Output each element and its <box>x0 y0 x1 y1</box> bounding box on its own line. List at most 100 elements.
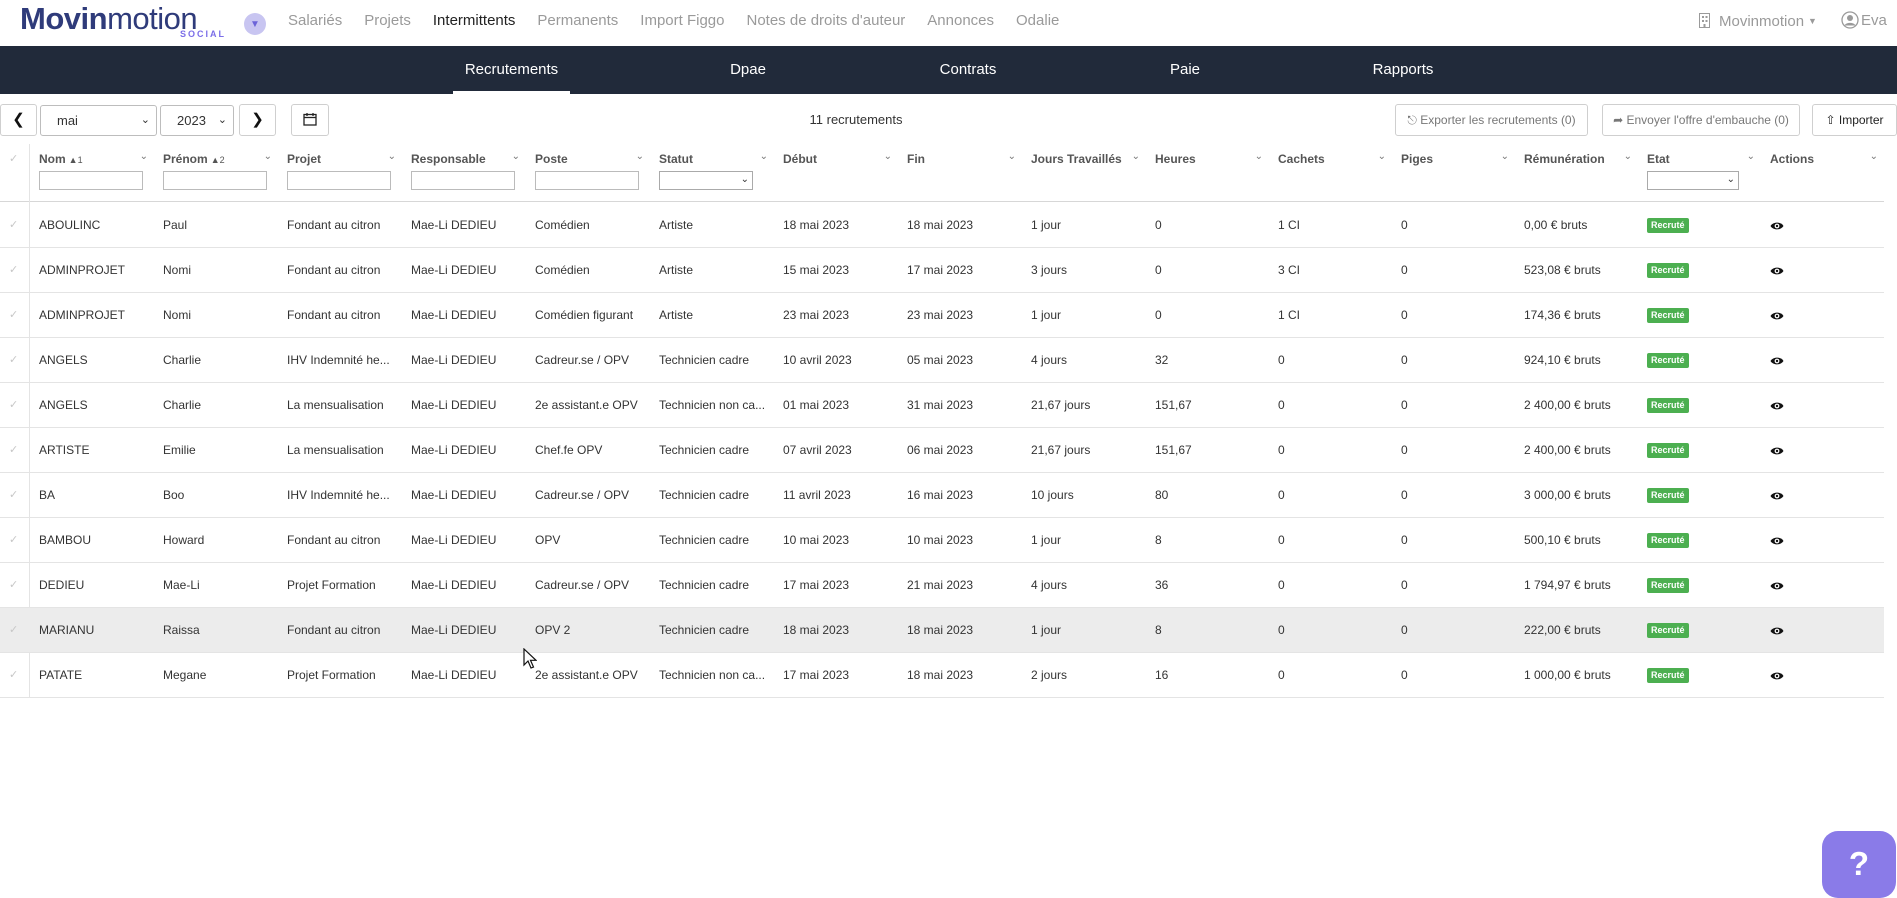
column-etat[interactable]: Etat ⌄ ⌄ <box>1638 150 1761 200</box>
eye-icon[interactable] <box>1770 383 1784 427</box>
year-select[interactable]: 2023 ⌄ <box>160 105 234 136</box>
column-fin[interactable]: Fin ⌄ <box>907 151 1016 166</box>
column-piges[interactable]: Piges ⌄ <box>1401 151 1509 166</box>
column-projet[interactable]: Projet ⌄ <box>278 150 402 200</box>
column-menu-icon[interactable]: ⌄ <box>759 151 768 162</box>
filter-projet-input[interactable] <box>287 171 391 190</box>
column-menu-icon[interactable]: ⌄ <box>1623 151 1632 162</box>
menu-item-projets[interactable]: Projets <box>364 12 411 29</box>
send-offer-button[interactable]: ➦ Envoyer l'offre d'embauche (0) <box>1602 104 1800 136</box>
column-heures[interactable]: Heures ⌄ <box>1155 151 1263 166</box>
column-jours-travailles[interactable]: Jours Travaillés ⌄ <box>1031 151 1140 166</box>
row-select-check-icon[interactable]: ✓ <box>9 264 19 276</box>
eye-icon[interactable] <box>1770 428 1784 472</box>
column-menu-icon[interactable]: ⌄ <box>1869 151 1878 162</box>
row-select-check-icon[interactable]: ✓ <box>9 534 19 546</box>
row-select-check-icon[interactable]: ✓ <box>9 444 19 456</box>
movinmotion-logo[interactable]: Movinmotion SOCIAL <box>20 1 226 40</box>
menu-item-salaries[interactable]: Salariés <box>288 12 343 29</box>
row-select-check-icon[interactable]: ✓ <box>9 669 19 681</box>
table-row[interactable]: ✓ ANGELS Charlie IHV Indemnité he... Mae-Li … <box>0 338 1884 383</box>
eye-icon[interactable] <box>1770 473 1784 517</box>
cell-jours: 1 jour <box>1031 308 1062 322</box>
eye-icon[interactable] <box>1770 518 1784 562</box>
eye-icon[interactable] <box>1770 563 1784 607</box>
eye-icon[interactable] <box>1770 203 1784 247</box>
tab-contrats[interactable]: Contrats <box>939 61 997 78</box>
column-menu-icon[interactable]: ⌄ <box>1254 151 1263 162</box>
table-row[interactable]: ✓ BAMBOU Howard Fondant au citron Mae-Li DED… <box>0 518 1884 563</box>
column-debut[interactable]: Début ⌄ <box>783 151 892 166</box>
column-cachets[interactable]: Cachets ⌄ <box>1278 151 1386 166</box>
column-menu-icon[interactable]: ⌄ <box>1746 151 1755 162</box>
menu-item-intermittents[interactable]: Intermittents <box>432 12 516 29</box>
column-menu-icon[interactable]: ⌄ <box>1377 151 1386 162</box>
table-row[interactable]: ✓ ADMINPROJET Nomi Fondant au citron Mae-Li … <box>0 248 1884 293</box>
column-menu-icon[interactable]: ⌄ <box>139 151 148 162</box>
row-select-check-icon[interactable]: ✓ <box>9 354 19 366</box>
calendar-button[interactable] <box>291 104 329 136</box>
column-statut[interactable]: Statut ⌄ ⌄ <box>650 150 774 200</box>
tab-rapports[interactable]: Rapports <box>1372 61 1434 78</box>
filter-poste-input[interactable] <box>535 171 639 190</box>
table-row[interactable]: ✓ ARTISTE Emilie La mensualisation Mae-Li DE… <box>0 428 1884 473</box>
next-month-button[interactable]: ❯ <box>239 104 276 136</box>
column-menu-icon[interactable]: ⌄ <box>1131 151 1140 162</box>
table-row[interactable]: ✓ PATATE Megane Projet Formation Mae-Li DEDI… <box>0 653 1884 698</box>
row-select-check-icon[interactable]: ✓ <box>9 579 19 591</box>
row-select-check-icon[interactable]: ✓ <box>9 489 19 501</box>
row-select-check-icon[interactable]: ✓ <box>9 309 19 321</box>
cell-jours: 21,67 jours <box>1031 443 1091 457</box>
eye-icon[interactable] <box>1770 653 1784 697</box>
menu-item-odalie[interactable]: Odalie <box>1016 12 1060 29</box>
import-button[interactable]: ⇧ Importer <box>1812 104 1897 136</box>
filter-etat-select[interactable]: ⌄ <box>1647 171 1739 190</box>
table-row[interactable]: ✓ DEDIEU Mae-Li Projet Formation Mae-Li DEDI… <box>0 563 1884 608</box>
filter-nom-input[interactable] <box>39 171 143 190</box>
filter-prenom-input[interactable] <box>163 171 267 190</box>
tab-dpae[interactable]: Dpae <box>730 61 766 78</box>
column-menu-icon[interactable]: ⌄ <box>1500 151 1509 162</box>
filter-responsable-input[interactable] <box>411 171 515 190</box>
export-recrutements-button[interactable]: ⎋ Exporter les recrutements (0) <box>1395 104 1588 136</box>
filter-statut-select[interactable]: ⌄ <box>659 171 753 190</box>
column-menu-icon[interactable]: ⌄ <box>387 151 396 162</box>
table-row[interactable]: ✓ ABOULINC Paul Fondant au citron Mae-Li DED… <box>0 203 1884 248</box>
column-poste[interactable]: Poste ⌄ <box>526 150 650 200</box>
column-menu-icon[interactable]: ⌄ <box>635 151 644 162</box>
select-all-column[interactable]: ✓ <box>0 150 30 200</box>
row-select-check-icon[interactable]: ✓ <box>9 219 19 231</box>
eye-icon[interactable] <box>1770 608 1784 652</box>
menu-item-permanents[interactable]: Permanents <box>537 12 619 29</box>
month-select[interactable]: mai ⌄ <box>40 105 157 136</box>
column-prenom[interactable]: Prénom ▲2 ⌄ <box>154 150 278 200</box>
tab-recrutements[interactable]: Recrutements <box>453 46 570 94</box>
column-menu-icon[interactable]: ⌄ <box>511 151 520 162</box>
column-responsable[interactable]: Responsable ⌄ <box>402 150 526 200</box>
eye-icon[interactable] <box>1770 293 1784 337</box>
menu-item-import-figgo[interactable]: Import Figgo <box>640 12 725 29</box>
import-icon: ⇧ <box>1825 113 1836 127</box>
column-menu-icon[interactable]: ⌄ <box>263 151 272 162</box>
column-remuneration[interactable]: Rémunération ⌄ <box>1524 151 1632 166</box>
table-row[interactable]: ✓ BA Boo IHV Indemnité he... Mae-Li DEDIEU Ca… <box>0 473 1884 518</box>
tab-paie[interactable]: Paie <box>1169 61 1201 78</box>
app-switcher-chevron-icon[interactable]: ▼ <box>244 13 266 35</box>
eye-icon[interactable] <box>1770 338 1784 382</box>
row-select-check-icon[interactable]: ✓ <box>9 399 19 411</box>
eye-icon[interactable] <box>1770 248 1784 292</box>
menu-item-annonces[interactable]: Annonces <box>927 12 995 29</box>
status-badge: Recruté <box>1647 443 1689 459</box>
company-menu[interactable]: Movinmotion ▼ <box>1698 0 1817 42</box>
previous-month-button[interactable]: ❮ <box>0 104 37 136</box>
table-row[interactable]: ✓ ANGELS Charlie La mensualisation Mae-Li DE… <box>0 383 1884 428</box>
table-row[interactable]: ✓ MARIANU Raissa Fondant au citron Mae-Li DE… <box>0 608 1884 653</box>
user-menu[interactable]: Eva <box>1841 0 1887 42</box>
row-select-check-icon[interactable]: ✓ <box>9 624 19 636</box>
help-button[interactable]: ? <box>1822 831 1896 898</box>
column-menu-icon[interactable]: ⌄ <box>883 151 892 162</box>
table-row[interactable]: ✓ ADMINPROJET Nomi Fondant au citron Mae-Li … <box>0 293 1884 338</box>
menu-item-notes-droits-auteur[interactable]: Notes de droits d'auteur <box>746 12 906 29</box>
column-nom[interactable]: Nom ▲1 ⌄ <box>30 150 154 200</box>
column-menu-icon[interactable]: ⌄ <box>1007 151 1016 162</box>
